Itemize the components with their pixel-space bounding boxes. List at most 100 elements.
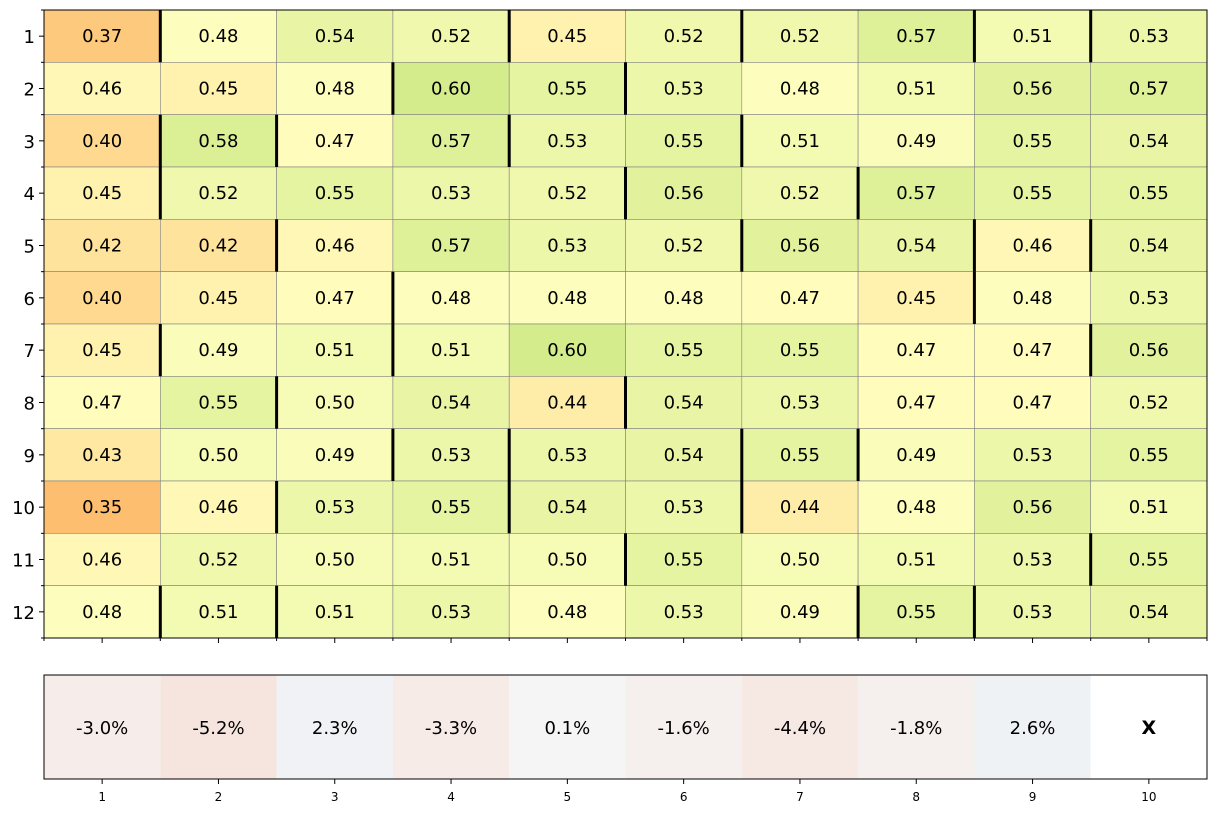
cell-value-label: 0.56 (1013, 497, 1053, 518)
y-tick-label: 1 (24, 27, 35, 48)
heatmap-cell (276, 219, 394, 272)
heatmap-cell (43, 9, 161, 63)
cell-value-label: 0.52 (664, 26, 704, 47)
strip-cell (509, 675, 626, 779)
heatmap-cell (508, 480, 626, 534)
heatmap-cell (276, 533, 394, 586)
heatmap-cell (392, 62, 510, 115)
strip-x-tick-label: 6 (680, 790, 688, 804)
cell-value-label: 0.53 (547, 236, 587, 257)
cell-value-label: 0.53 (780, 393, 820, 414)
cell-value-label: 0.55 (1013, 183, 1053, 204)
strip-cell (1090, 675, 1207, 779)
heatmap-cell (974, 114, 1092, 168)
heatmap-cell (974, 585, 1092, 639)
cell-value-label: 0.44 (547, 393, 587, 414)
cell-value-label: 0.51 (431, 550, 471, 571)
cell-value-label: 0.48 (82, 602, 122, 623)
heatmap-cell (974, 166, 1092, 220)
heatmap-cell (625, 271, 743, 325)
delta-strip-x-ticks: 1 2 3 4 5 6 7 8 9 10 (98, 779, 1156, 804)
cell-value-label: 0.51 (198, 602, 238, 623)
y-tick-label: 12 (12, 603, 35, 624)
strip-x-tick-label: 9 (1029, 790, 1037, 804)
cell-value-label: 0.53 (664, 497, 704, 518)
heatmap-cell (857, 219, 975, 272)
cell-value-label: 0.54 (1129, 131, 1169, 152)
y-tick-label: 9 (24, 446, 35, 467)
heatmap-cell (974, 428, 1092, 482)
cell-value-label: 0.48 (1013, 288, 1053, 309)
cell-value-label: 0.53 (431, 602, 471, 623)
cell-value-label: 0.47 (315, 131, 355, 152)
cell-value-label: 0.55 (664, 340, 704, 361)
cell-value-label: 0.53 (431, 445, 471, 466)
cell-value-label: 0.46 (82, 550, 122, 571)
heatmap-cell (625, 533, 743, 586)
strip-cell (160, 675, 277, 779)
heatmap-cell (741, 376, 859, 429)
cell-value-label: 0.48 (547, 288, 587, 309)
heatmap-cell (1090, 9, 1208, 63)
cell-value-label: 0.42 (82, 236, 122, 257)
cell-value-label: 0.60 (547, 340, 587, 361)
cell-value-label: 0.54 (547, 497, 587, 518)
y-tick-label: 7 (24, 341, 35, 362)
heatmap-cell (508, 219, 626, 272)
cell-value-label: 0.47 (780, 288, 820, 309)
heatmap-cell (43, 114, 161, 168)
heatmap-cell (741, 62, 859, 115)
heatmap-cell (508, 585, 626, 639)
cell-value-label: 0.48 (547, 602, 587, 623)
heatmap-cell (276, 114, 394, 168)
cell-value-label: 0.50 (315, 393, 355, 414)
heatmap-cell (276, 585, 394, 639)
cell-value-label: 0.51 (896, 79, 936, 100)
heatmap-cell (974, 323, 1092, 377)
cell-value-label: 0.52 (431, 26, 471, 47)
cell-value-label: 0.51 (315, 340, 355, 361)
cell-value-label: 0.51 (896, 550, 936, 571)
cell-value-label: 0.45 (198, 79, 238, 100)
heatmap-cell (392, 271, 510, 325)
heatmap-cell (276, 271, 394, 325)
heatmap-cell (625, 323, 743, 377)
cell-value-label: 0.48 (780, 79, 820, 100)
strip-x-tick-label: 5 (564, 790, 572, 804)
heatmap-cell (974, 271, 1092, 325)
y-tick-label: 3 (24, 132, 35, 153)
strip-x-tick-label: 7 (796, 790, 804, 804)
heatmap-cell (741, 271, 859, 325)
heatmap-cell (160, 9, 277, 63)
strip-cell (44, 675, 161, 779)
heatmap-cell (160, 219, 277, 272)
y-tick-label: 10 (12, 498, 35, 519)
cell-value-label: 0.49 (896, 131, 936, 152)
cell-value-label: 0.49 (896, 445, 936, 466)
strip-x-tick-label: 8 (912, 790, 920, 804)
heatmap-cell (857, 9, 975, 63)
cell-value-label: 0.57 (896, 183, 936, 204)
cell-value-label: 0.48 (198, 26, 238, 47)
cell-value-label: 0.53 (1129, 288, 1169, 309)
heatmap-cell (857, 114, 975, 168)
heatmap-cell (974, 376, 1092, 429)
strip-x-tick-label: 10 (1141, 790, 1156, 804)
cell-value-label: 0.55 (664, 131, 704, 152)
heatmap-cell (625, 480, 743, 534)
cell-value-label: 0.60 (431, 79, 471, 100)
heatmap-cell (741, 533, 859, 586)
strip-value-label: X (1142, 717, 1157, 739)
heatmap-cell (1090, 533, 1208, 586)
strip-value-label: -4.4% (774, 718, 826, 739)
cell-value-label: 0.56 (1129, 340, 1169, 361)
heatmap-cell (508, 9, 626, 63)
heatmap-cell (974, 480, 1092, 534)
y-tick-label: 8 (24, 394, 35, 415)
cell-value-label: 0.51 (431, 340, 471, 361)
main-heatmap: 0.37 0.48 0.54 0.52 0.45 0.52 0.52 0.57 0.51 0.53… (43, 9, 1208, 639)
cell-value-label: 0.45 (547, 26, 587, 47)
cell-value-label: 0.47 (315, 288, 355, 309)
cell-value-label: 0.56 (1013, 79, 1053, 100)
